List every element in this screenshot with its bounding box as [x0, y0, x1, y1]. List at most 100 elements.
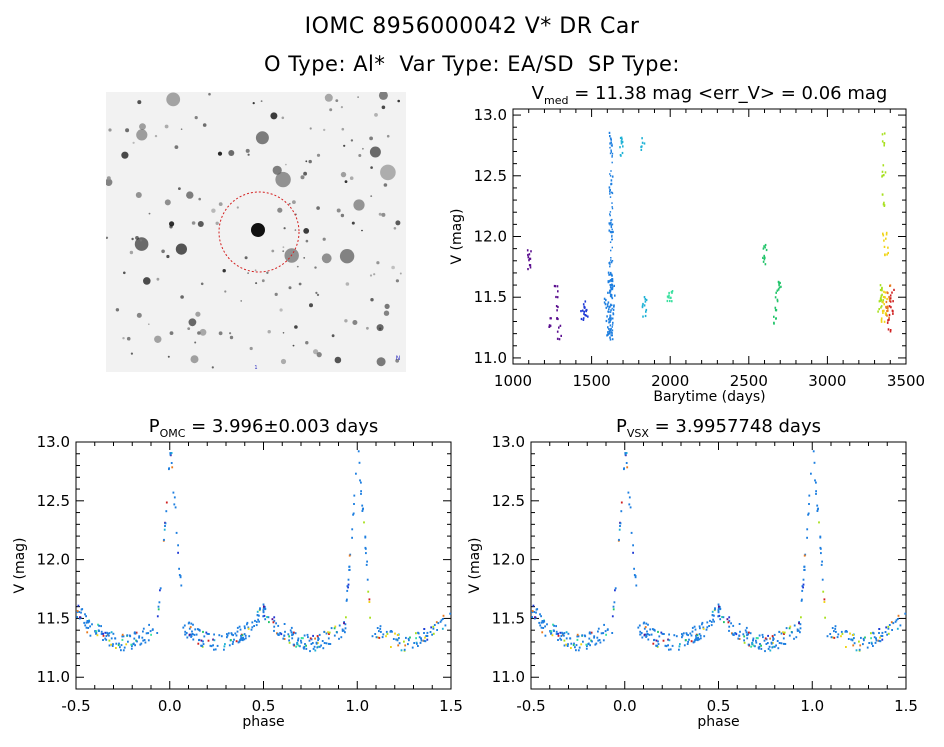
y-tick-label: 13.0 — [37, 433, 70, 451]
y-tick-label: 12.0 — [474, 228, 507, 246]
data-point — [689, 632, 692, 635]
data-point — [555, 305, 558, 308]
data-point — [613, 305, 615, 308]
data-point — [775, 644, 777, 647]
plot-frame — [530, 441, 907, 690]
background-star — [169, 221, 175, 227]
data-point — [606, 315, 608, 318]
data-point — [330, 627, 333, 630]
background-star — [156, 277, 160, 281]
y-tick-label: 11.0 — [492, 668, 525, 686]
data-point — [641, 145, 643, 148]
data-point — [104, 631, 107, 634]
data-point — [699, 627, 701, 630]
data-point — [714, 608, 716, 611]
y-tick-label: 11.5 — [37, 609, 70, 627]
data-point — [697, 636, 699, 639]
data-point — [151, 628, 154, 631]
x-axis-label: phase — [697, 714, 739, 730]
data-point — [730, 622, 732, 625]
data-point — [625, 462, 628, 464]
data-point — [186, 636, 189, 639]
data-point — [829, 633, 832, 635]
data-point — [611, 274, 613, 277]
data-point — [117, 644, 120, 647]
data-point — [120, 649, 122, 652]
data-point — [882, 232, 884, 235]
data-point — [588, 631, 591, 634]
background-star — [313, 349, 319, 355]
background-star — [383, 183, 388, 187]
data-point — [802, 583, 805, 586]
data-point — [296, 642, 299, 645]
data-point — [611, 175, 614, 178]
data-point — [633, 567, 635, 570]
data-point — [589, 632, 592, 635]
data-point — [403, 640, 405, 643]
data-point — [290, 626, 293, 629]
data-point — [778, 286, 781, 289]
data-point — [529, 257, 532, 260]
data-point — [653, 639, 655, 642]
data-point — [799, 631, 801, 634]
background-star — [148, 212, 151, 215]
y-tick-label: 11.5 — [474, 288, 507, 306]
data-point — [587, 315, 589, 318]
data-point — [888, 318, 890, 321]
object-type-label: O Type: Al* — [264, 52, 386, 76]
data-point — [423, 632, 425, 634]
data-point — [432, 632, 435, 635]
data-point — [728, 619, 731, 622]
data-point — [213, 648, 215, 651]
data-point — [380, 630, 382, 633]
data-point — [743, 635, 746, 638]
data-point — [645, 298, 648, 302]
data-point — [262, 607, 265, 610]
data-point — [108, 632, 111, 635]
data-point — [557, 290, 559, 293]
data-point — [621, 140, 624, 143]
background-star — [399, 272, 402, 275]
data-point — [821, 560, 823, 563]
data-point — [183, 624, 186, 627]
data-point — [637, 626, 640, 629]
data-point — [264, 607, 267, 610]
data-point — [885, 231, 888, 234]
data-point — [774, 296, 777, 299]
data-point — [303, 634, 306, 637]
data-point — [585, 647, 588, 650]
data-point — [368, 598, 371, 601]
data-point — [178, 567, 180, 570]
data-point — [378, 636, 381, 639]
data-point — [397, 634, 399, 636]
y-tick-label: 11.0 — [474, 349, 507, 367]
data-point — [300, 641, 303, 644]
x-tick-label: 1.5 — [894, 697, 918, 715]
data-point — [609, 241, 612, 243]
data-point — [562, 633, 564, 636]
data-point — [567, 643, 569, 646]
data-point — [193, 633, 196, 636]
data-point — [819, 536, 822, 539]
data-point — [880, 305, 883, 308]
data-point — [358, 461, 361, 464]
data-point — [762, 247, 765, 250]
background-star — [343, 144, 346, 147]
data-point — [415, 637, 417, 640]
data-point — [582, 640, 584, 643]
data-point — [194, 628, 197, 631]
data-point — [96, 634, 99, 637]
data-point — [177, 544, 179, 547]
background-star — [274, 292, 278, 296]
data-point — [878, 640, 881, 642]
background-star — [217, 151, 223, 156]
data-point — [851, 639, 854, 642]
background-star — [129, 250, 134, 255]
data-point — [529, 266, 532, 269]
data-point — [424, 636, 426, 639]
data-point — [609, 271, 612, 275]
data-point — [881, 300, 883, 303]
data-point — [610, 279, 612, 282]
data-point — [213, 639, 216, 642]
data-point — [408, 639, 410, 642]
